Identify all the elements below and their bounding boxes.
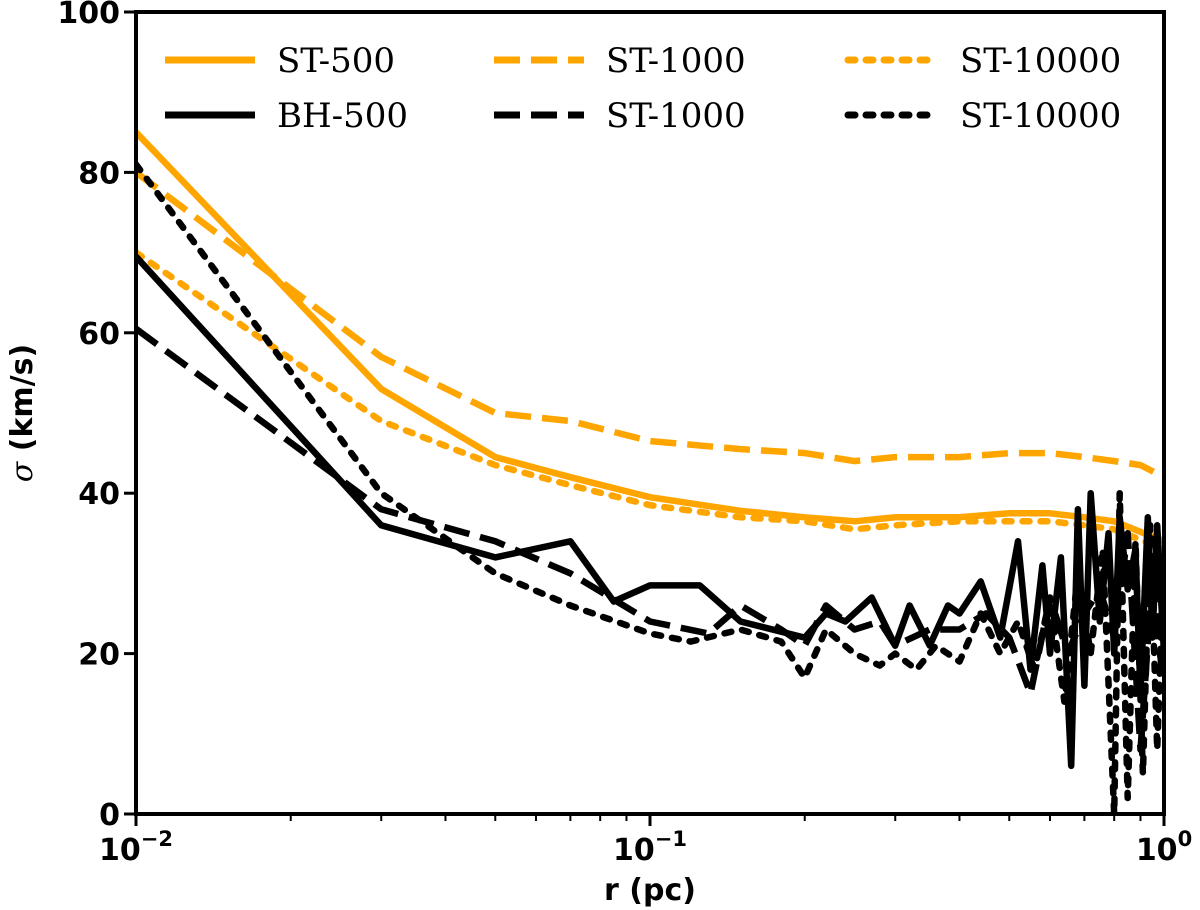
y-tick-label: 100	[57, 0, 120, 31]
x-axis: 10−2 10−1 100	[99, 814, 1192, 868]
series-line-st-1000-orange	[136, 169, 1164, 481]
legend-label: BH-500	[277, 96, 408, 136]
legend-label: ST-10000	[960, 41, 1121, 81]
y-tick-label: 20	[78, 638, 120, 673]
x-axis-label: r (pc)	[604, 873, 696, 908]
x-tick-label: 10−1	[613, 827, 687, 868]
series-layer	[136, 130, 1164, 814]
x-tick-label: 10−2	[99, 827, 173, 868]
y-axis: 0 20 40 60 80 100	[57, 0, 136, 833]
legend: ST-500 ST-1000 ST-10000 BH-500 ST-1000 ST-100…	[165, 41, 1121, 136]
y-axis-units: (km/s)	[5, 344, 40, 462]
legend-label: ST-1000	[606, 96, 746, 136]
y-axis-symbol: σ	[5, 460, 40, 482]
series-line-st-500-orange	[136, 130, 1164, 545]
series-line-st-10000-black	[136, 161, 1164, 814]
legend-label: ST-1000	[606, 41, 746, 81]
legend-label: ST-10000	[960, 96, 1121, 136]
y-tick-label: 60	[78, 317, 120, 352]
y-tick-label: 40	[78, 477, 120, 512]
y-tick-label: 0	[99, 798, 120, 833]
y-axis-label: σ (km/s)	[5, 344, 40, 482]
y-tick-label: 80	[78, 156, 120, 191]
x-tick-label: 100	[1136, 827, 1192, 868]
legend-label: ST-500	[277, 41, 395, 81]
series-line-st-1000-black	[136, 326, 1164, 754]
